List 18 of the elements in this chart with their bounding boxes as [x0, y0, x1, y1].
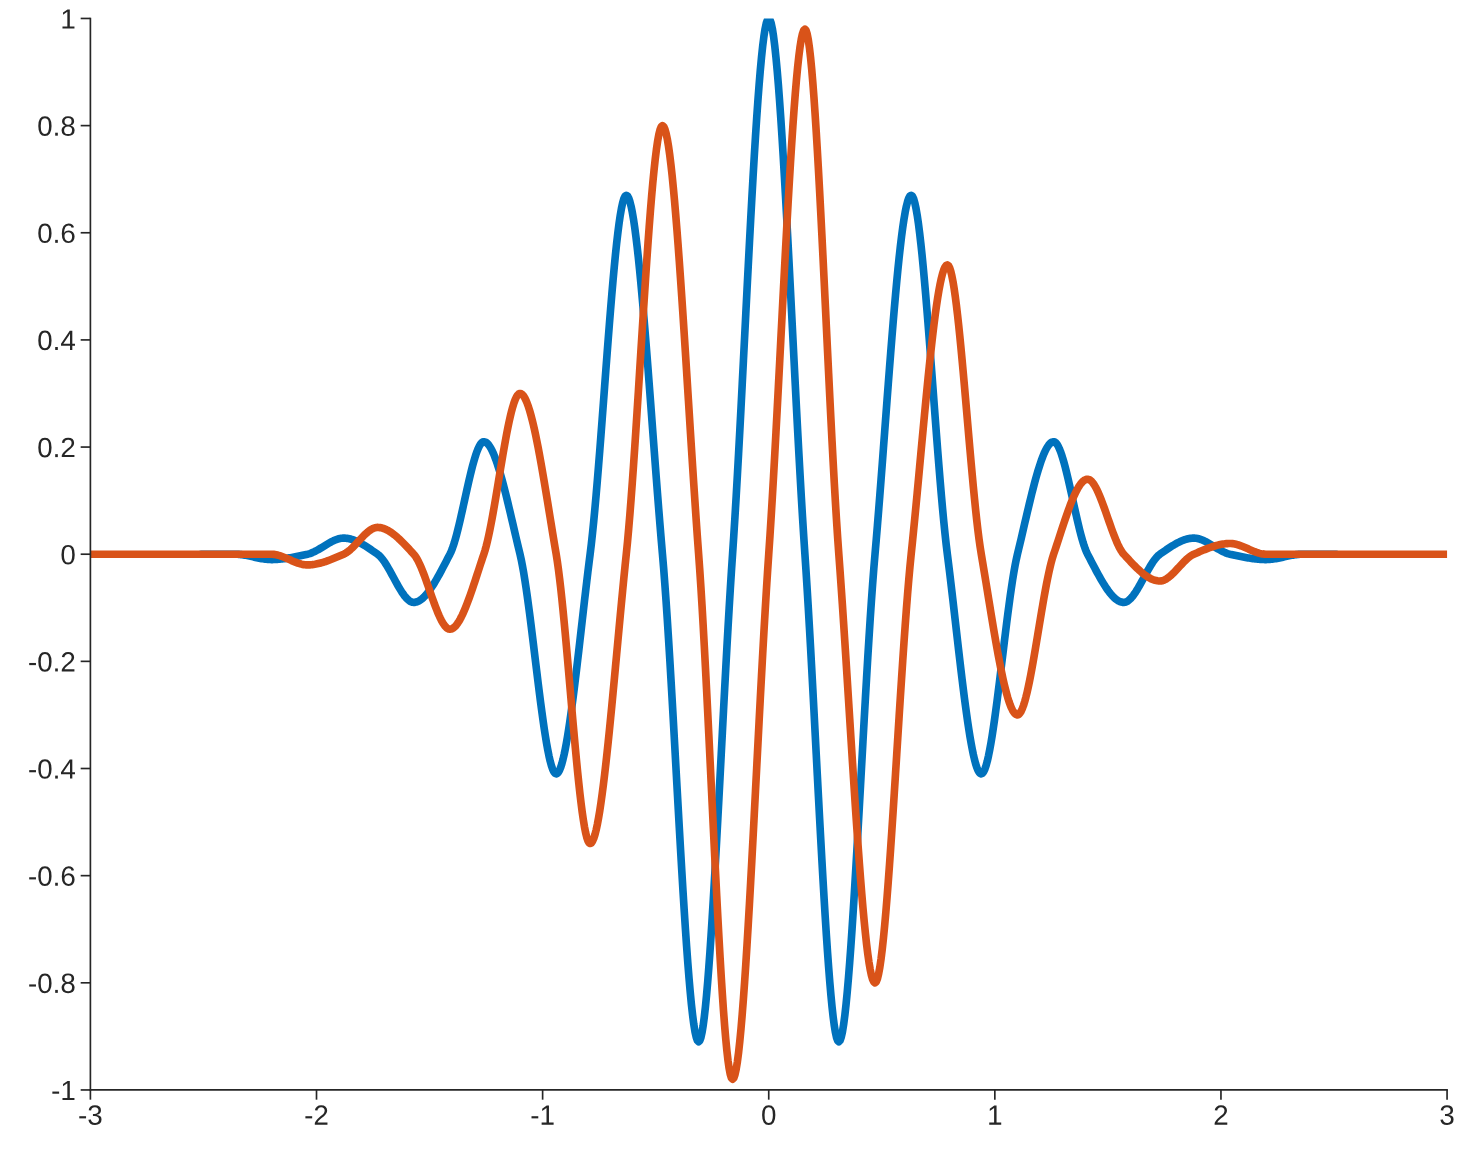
x-tick-label: 1	[989, 1105, 1002, 1125]
y-tick-label: -0.4	[29, 759, 75, 779]
y-tick-label: 1	[62, 9, 75, 29]
y-tick-label: -0.2	[29, 652, 75, 672]
x-tick-label: -2	[305, 1105, 328, 1125]
y-tick-label: 0.4	[38, 330, 75, 351]
y-tick-label: 0.2	[38, 437, 75, 458]
y-tick-label: 0.6	[38, 223, 75, 244]
y-tick-label: 0.8	[38, 116, 75, 136]
y-tick-label: 0	[61, 544, 75, 565]
x-tick-label: -1	[531, 1105, 554, 1125]
x-tick-label: 3	[1440, 1105, 1454, 1125]
y-tick-label: -0.8	[29, 973, 75, 994]
x-tick-label: 0	[762, 1105, 776, 1125]
y-tick-label: -0.6	[29, 866, 75, 886]
x-tick-label: -3	[79, 1105, 102, 1125]
x-tick-label: 2	[1214, 1105, 1228, 1125]
y-tick-label: -1	[52, 1080, 75, 1101]
